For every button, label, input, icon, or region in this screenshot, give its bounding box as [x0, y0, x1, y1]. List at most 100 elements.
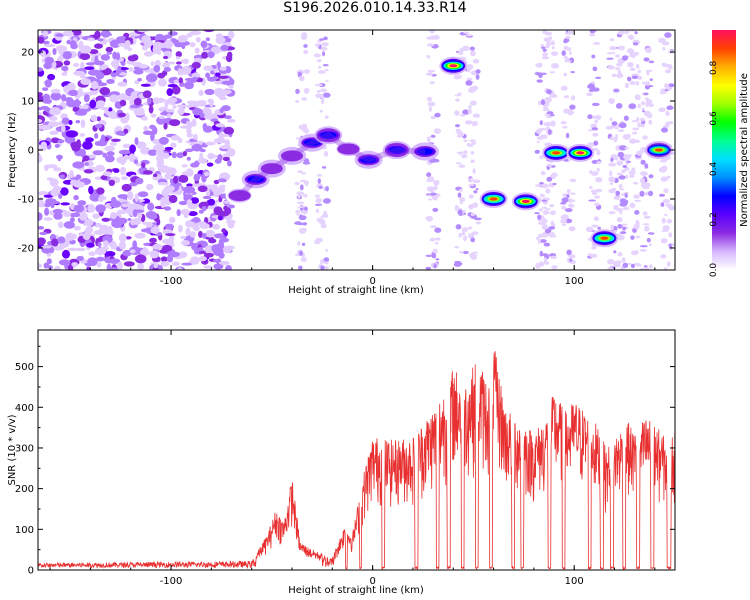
noise-blob [223, 126, 234, 135]
noise-streak-blob [471, 231, 479, 236]
noise-streak-blob [470, 141, 477, 145]
noise-streak-blob [643, 57, 650, 62]
noise-blob [110, 72, 118, 77]
noise-blob [118, 241, 126, 250]
spectrogram-x-tick-label: 100 [565, 276, 584, 287]
noise-blob [141, 35, 152, 45]
noise-streak-blob [560, 121, 567, 125]
noise-blob [213, 188, 222, 196]
noise-streak-blob [313, 239, 321, 245]
chart-title: S196.2026.010.14.33.R14 [283, 0, 467, 16]
noise-blob [138, 64, 149, 69]
noise-blob [165, 233, 176, 237]
noise-streak-blob [628, 103, 637, 110]
spectrogram-y-tick-label: 10 [21, 97, 34, 108]
noise-blob [134, 80, 140, 85]
noise-streak-blob [588, 170, 593, 174]
noise-blob [38, 36, 45, 44]
noise-blob [185, 168, 194, 177]
noise-blob [54, 143, 60, 148]
noise-streak-blob [459, 232, 466, 236]
noise-blob [150, 132, 155, 142]
noise-streak-blob [621, 169, 626, 174]
noise-streak-blob [568, 226, 576, 232]
noise-blob [198, 209, 204, 214]
noise-blob [166, 254, 174, 263]
noise-blob [86, 242, 95, 248]
noise-blob [219, 107, 224, 114]
noise-streak-blob [320, 215, 329, 218]
noise-blob [117, 65, 122, 75]
noise-streak-blob [469, 177, 474, 182]
noise-streak-blob [469, 46, 475, 51]
noise-blob [49, 107, 61, 116]
noise-streak-blob [544, 96, 552, 103]
noise-blob [100, 134, 106, 143]
noise-streak-blob [470, 212, 476, 216]
noise-streak-blob [465, 64, 474, 70]
noise-blob [63, 60, 71, 66]
noise-streak-blob [589, 185, 593, 189]
noise-streak-blob [550, 220, 555, 226]
noise-blob [91, 80, 99, 90]
noise-blob [84, 66, 95, 70]
noise-blob [121, 183, 132, 192]
noise-blob [189, 231, 196, 238]
noise-streak-blob [660, 202, 665, 208]
noise-streak-blob [624, 30, 630, 35]
noise-streak-blob [628, 170, 636, 176]
noise-blob [176, 152, 184, 159]
noise-blob [57, 221, 64, 229]
noise-streak-blob [615, 190, 620, 196]
noise-streak-blob [587, 129, 594, 132]
noise-blob [73, 63, 80, 67]
noise-streak-blob [607, 267, 614, 270]
spectrogram-x-tick-label: -100 [160, 276, 183, 287]
noise-streak-blob [548, 129, 552, 135]
ridge-segment [382, 141, 411, 159]
noise-blob [104, 251, 116, 257]
noise-blob [123, 42, 130, 50]
noise-streak-blob [607, 65, 615, 70]
noise-blob [164, 146, 174, 151]
noise-streak-blob [303, 44, 308, 48]
noise-blob [185, 220, 195, 228]
noise-blob [180, 208, 190, 216]
noise-blob [218, 252, 225, 259]
noise-blob [215, 72, 221, 77]
noise-streak-blob [561, 197, 569, 203]
noise-blob [214, 140, 226, 144]
noise-streak-blob [659, 92, 667, 95]
noise-streak-blob [661, 165, 668, 172]
noise-blob [99, 224, 109, 234]
snr-y-tick-label: 100 [15, 525, 34, 536]
noise-streak-blob [428, 106, 432, 112]
noise-streak-blob [591, 127, 598, 131]
noise-streak-blob [627, 76, 632, 82]
noise-blob [60, 202, 70, 206]
noise-blob [172, 105, 177, 109]
noise-streak-blob [301, 242, 306, 246]
noise-streak-blob [303, 49, 309, 55]
noise-streak-blob [597, 226, 601, 230]
noise-streak-blob [561, 223, 567, 227]
noise-blob [142, 221, 149, 225]
noise-blob [150, 113, 157, 118]
noise-streak-blob [594, 76, 602, 79]
noise-blob [109, 94, 119, 103]
noise-streak-blob [298, 215, 307, 221]
noise-blob [186, 33, 193, 38]
noise-streak-blob [609, 182, 614, 186]
noise-streak-blob [591, 54, 596, 59]
noise-streak-blob [560, 85, 568, 91]
noise-streak-blob [317, 178, 321, 184]
noise-blob [162, 62, 171, 69]
noise-streak-blob [589, 83, 593, 86]
noise-streak-blob [624, 199, 629, 205]
noise-streak-blob [637, 103, 641, 109]
noise-blob [140, 228, 152, 233]
noise-blob [96, 116, 101, 122]
noise-blob [70, 177, 80, 181]
noise-blob [42, 30, 48, 37]
noise-blob [70, 141, 82, 150]
